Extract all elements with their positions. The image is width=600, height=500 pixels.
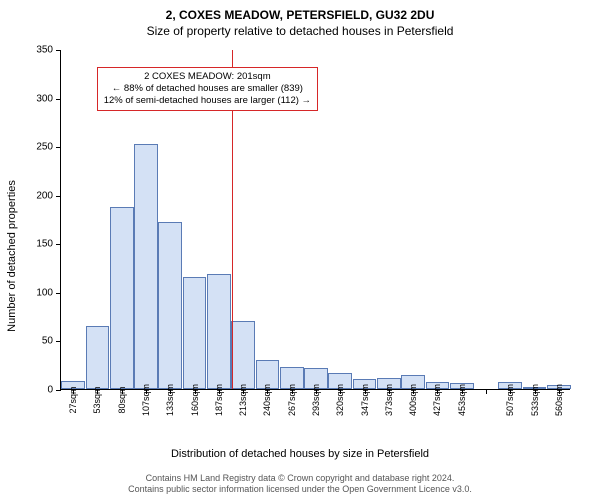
y-tick-label: 0	[47, 385, 53, 396]
y-tick	[56, 147, 61, 148]
x-tick-label: 80sqm	[117, 386, 127, 413]
histogram-bar	[86, 326, 110, 389]
y-tick-label: 250	[36, 142, 53, 153]
x-tick-label: 160sqm	[190, 384, 200, 416]
annotation-box: 2 COXES MEADOW: 201sqm← 88% of detached …	[97, 67, 318, 111]
y-tick	[56, 50, 61, 51]
x-tick-label: 107sqm	[141, 384, 151, 416]
x-tick-label: 53sqm	[92, 386, 102, 413]
x-tick-label: 507sqm	[505, 384, 515, 416]
x-tick-label: 347sqm	[360, 384, 370, 416]
x-tick-label: 213sqm	[238, 384, 248, 416]
x-tick-label: 240sqm	[262, 384, 272, 416]
x-tick-label: 400sqm	[408, 384, 418, 416]
x-tick-label: 560sqm	[554, 384, 564, 416]
y-axis-label: Number of detached properties	[6, 180, 18, 332]
histogram-bar	[183, 277, 207, 389]
y-tick-label: 100	[36, 287, 53, 298]
x-tick-label: 320sqm	[335, 384, 345, 416]
y-tick	[56, 390, 61, 391]
x-tick-label: 27sqm	[68, 386, 78, 413]
page-subtitle: Size of property relative to detached ho…	[0, 22, 600, 38]
annotation-line: 12% of semi-detached houses are larger (…	[104, 95, 311, 107]
x-tick-label: 533sqm	[530, 384, 540, 416]
x-tick-label: 453sqm	[457, 384, 467, 416]
x-axis-label: Distribution of detached houses by size …	[171, 448, 429, 460]
x-tick-label: 133sqm	[165, 384, 175, 416]
annotation-line: ← 88% of detached houses are smaller (83…	[104, 83, 311, 95]
histogram-bar	[134, 144, 158, 389]
histogram-bar	[207, 274, 231, 389]
histogram-bar	[158, 222, 182, 389]
x-tick-label: 293sqm	[311, 384, 321, 416]
chart-area: 05010015020025030035027sqm53sqm80sqm107s…	[60, 50, 570, 390]
y-tick	[56, 293, 61, 294]
x-tick-label: 427sqm	[432, 384, 442, 416]
y-tick-label: 300	[36, 93, 53, 104]
footer: Contains HM Land Registry data © Crown c…	[0, 473, 600, 496]
plot: 05010015020025030035027sqm53sqm80sqm107s…	[60, 50, 570, 390]
y-tick	[56, 244, 61, 245]
x-tick-label: 373sqm	[384, 384, 394, 416]
footer-line1: Contains HM Land Registry data © Crown c…	[0, 473, 600, 485]
x-tick	[486, 389, 487, 394]
annotation-line: 2 COXES MEADOW: 201sqm	[104, 71, 311, 83]
histogram-bar	[110, 207, 134, 389]
footer-line2: Contains public sector information licen…	[0, 484, 600, 496]
y-tick-label: 50	[42, 336, 53, 347]
y-tick	[56, 99, 61, 100]
histogram-bar	[231, 321, 255, 389]
x-tick-label: 187sqm	[214, 384, 224, 416]
page-title: 2, COXES MEADOW, PETERSFIELD, GU32 2DU	[0, 0, 600, 22]
y-tick-label: 350	[36, 45, 53, 56]
y-tick-label: 150	[36, 239, 53, 250]
y-tick-label: 200	[36, 190, 53, 201]
y-tick	[56, 341, 61, 342]
x-tick-label: 267sqm	[287, 384, 297, 416]
y-tick	[56, 196, 61, 197]
